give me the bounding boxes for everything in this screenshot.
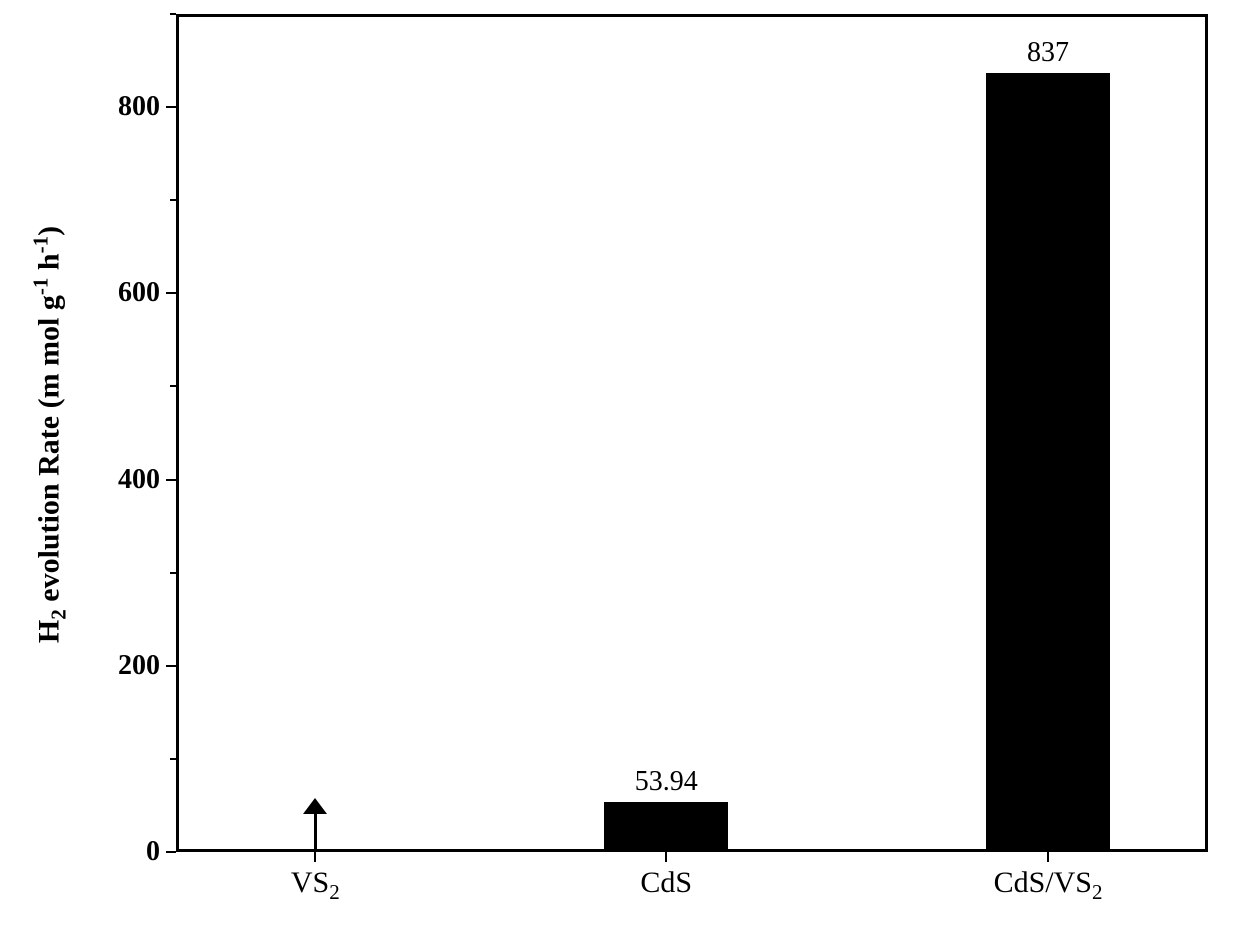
y-tick-mark — [166, 851, 176, 853]
y-tick-mark — [166, 292, 176, 294]
y-tick-label: 600 — [118, 277, 160, 309]
y-tick-mark — [166, 665, 176, 667]
y-minor-tick-mark — [170, 13, 176, 15]
y-minor-tick-mark — [170, 758, 176, 760]
y-minor-tick-mark — [170, 199, 176, 201]
bar-value-label: 53.94 — [566, 766, 766, 798]
chart-container: H2 evolution Rate (m mol g-1 h-1) 0 200 40… — [0, 0, 1240, 934]
y-tick-label: 200 — [118, 650, 160, 682]
y-minor-tick-mark — [170, 572, 176, 574]
bar — [604, 802, 728, 852]
y-tick-label: 800 — [118, 91, 160, 123]
y-tick-mark — [166, 479, 176, 481]
arrow-marker-line — [314, 812, 317, 852]
y-minor-tick-mark — [170, 385, 176, 387]
x-tick-mark — [314, 852, 316, 862]
y-tick-label: 0 — [146, 836, 160, 868]
x-tick-mark — [665, 852, 667, 862]
arrow-marker-head — [303, 798, 327, 814]
x-tick-label: CdS/VS2 — [928, 866, 1168, 905]
bar-value-label: 837 — [948, 37, 1148, 69]
x-tick-label: VS2 — [195, 866, 435, 905]
y-tick-label: 400 — [118, 464, 160, 496]
x-tick-label: CdS — [546, 866, 786, 900]
x-tick-mark — [1047, 852, 1049, 862]
y-tick-mark — [166, 106, 176, 108]
bar — [986, 73, 1110, 852]
y-axis-label: H2 evolution Rate (m mol g-1 h-1) — [29, 135, 72, 735]
